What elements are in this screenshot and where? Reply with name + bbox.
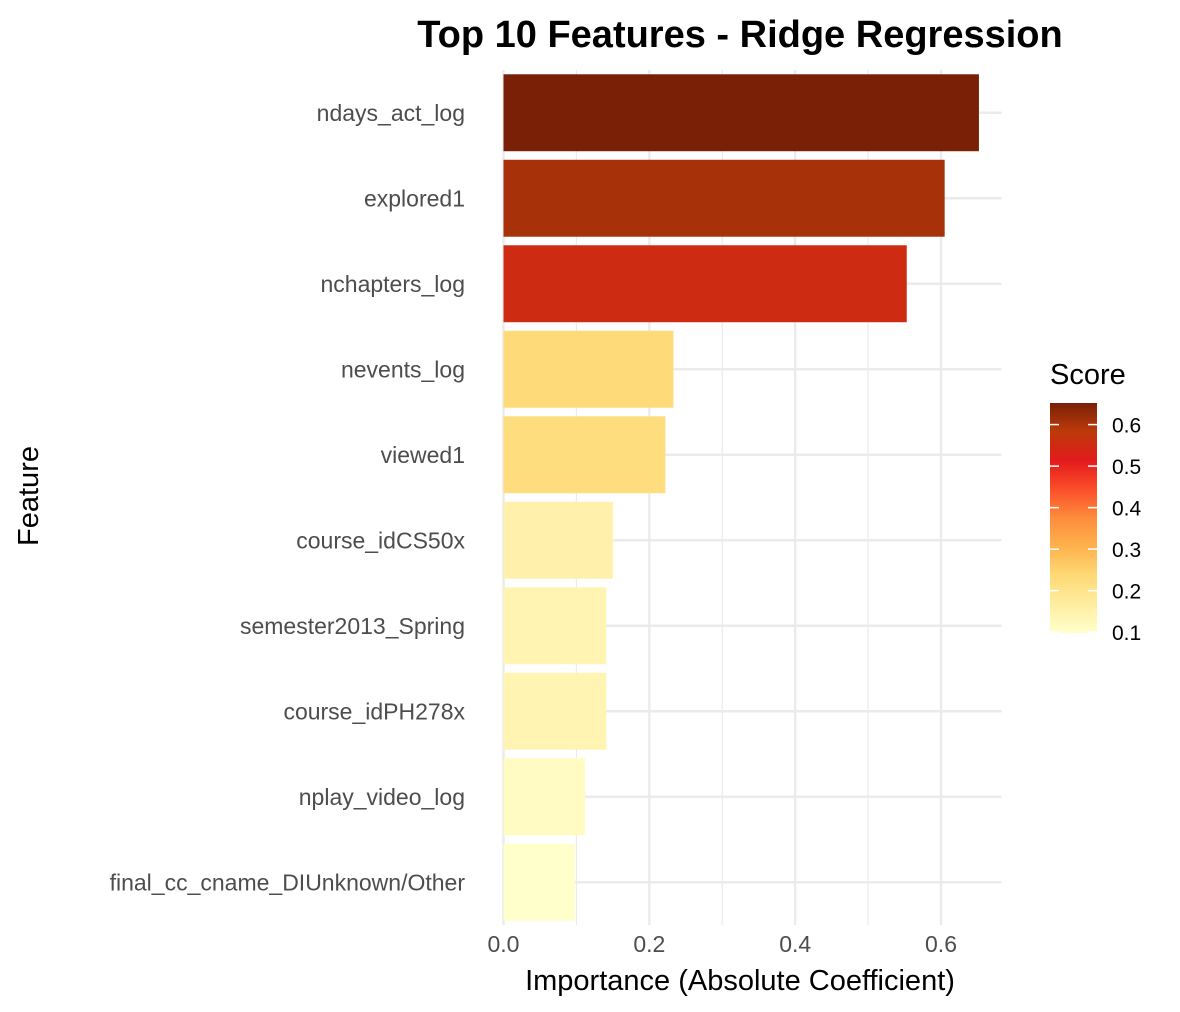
- chart-title: Top 10 Features - Ridge Regression: [417, 14, 1062, 56]
- y-tick-label: final_cc_cname_DIUnknown/Other: [110, 869, 466, 895]
- y-tick-label: viewed1: [381, 442, 465, 468]
- bar-semester2013_Spring: [503, 587, 607, 665]
- y-axis-title: Feature: [13, 446, 45, 546]
- y-tick-label: nchapters_log: [321, 271, 466, 297]
- x-axis-title: Importance (Absolute Coefficient): [525, 965, 955, 997]
- y-tick-label: nplay_video_log: [299, 784, 465, 810]
- bars: [503, 74, 979, 921]
- bar-explored1: [503, 159, 945, 237]
- bar-course_idCS50x: [503, 501, 613, 579]
- legend-colorbar: [1050, 403, 1097, 633]
- bar-course_idPH278x: [503, 672, 607, 750]
- bar-viewed1: [503, 416, 666, 494]
- y-tick-labels: ndays_act_log explored1 nchapters_logneven…: [110, 100, 466, 896]
- legend-tick-label: 0.6: [1112, 415, 1141, 438]
- x-tick-label: 0.6: [925, 931, 957, 957]
- bar-ndays_act_log: [503, 74, 979, 152]
- legend-title: Score: [1050, 359, 1126, 391]
- legend-tick-label: 0.1: [1112, 622, 1141, 645]
- bar-final_cc_cname_DIUnknown/Other: [503, 843, 575, 921]
- y-tick-label: ndays_act_log: [317, 100, 465, 126]
- y-tick-label: course_idCS50x: [296, 527, 465, 553]
- y-tick-label: nevents_log: [341, 356, 465, 382]
- legend-tick-label: 0.4: [1112, 498, 1142, 521]
- legend-tick-label: 0.2: [1112, 581, 1141, 604]
- bar-nevents_log: [503, 330, 674, 408]
- y-tick-label: course_idPH278x: [283, 698, 465, 724]
- legend-ticks: 0.1 0.2 0.3 0.4 0.5 0.6: [1050, 415, 1142, 645]
- x-tick-label: 0.4: [779, 931, 811, 957]
- y-tick-label: semester2013_Spring: [240, 613, 465, 639]
- color-legend: Score 0.1 0.2 0.3 0.4 0.5 0.6: [1050, 359, 1142, 645]
- bar-nchapters_log: [503, 245, 907, 323]
- y-tick-label: explored1: [364, 185, 465, 211]
- legend-tick-label: 0.5: [1112, 456, 1141, 479]
- bar-nplay_video_log: [503, 758, 586, 836]
- legend-tick-label: 0.3: [1112, 539, 1141, 562]
- x-tick-label: 0.0: [488, 931, 520, 957]
- x-tick-label: 0.2: [633, 931, 665, 957]
- x-tick-labels: 0.0 0.2 0.4 0.6: [488, 931, 958, 957]
